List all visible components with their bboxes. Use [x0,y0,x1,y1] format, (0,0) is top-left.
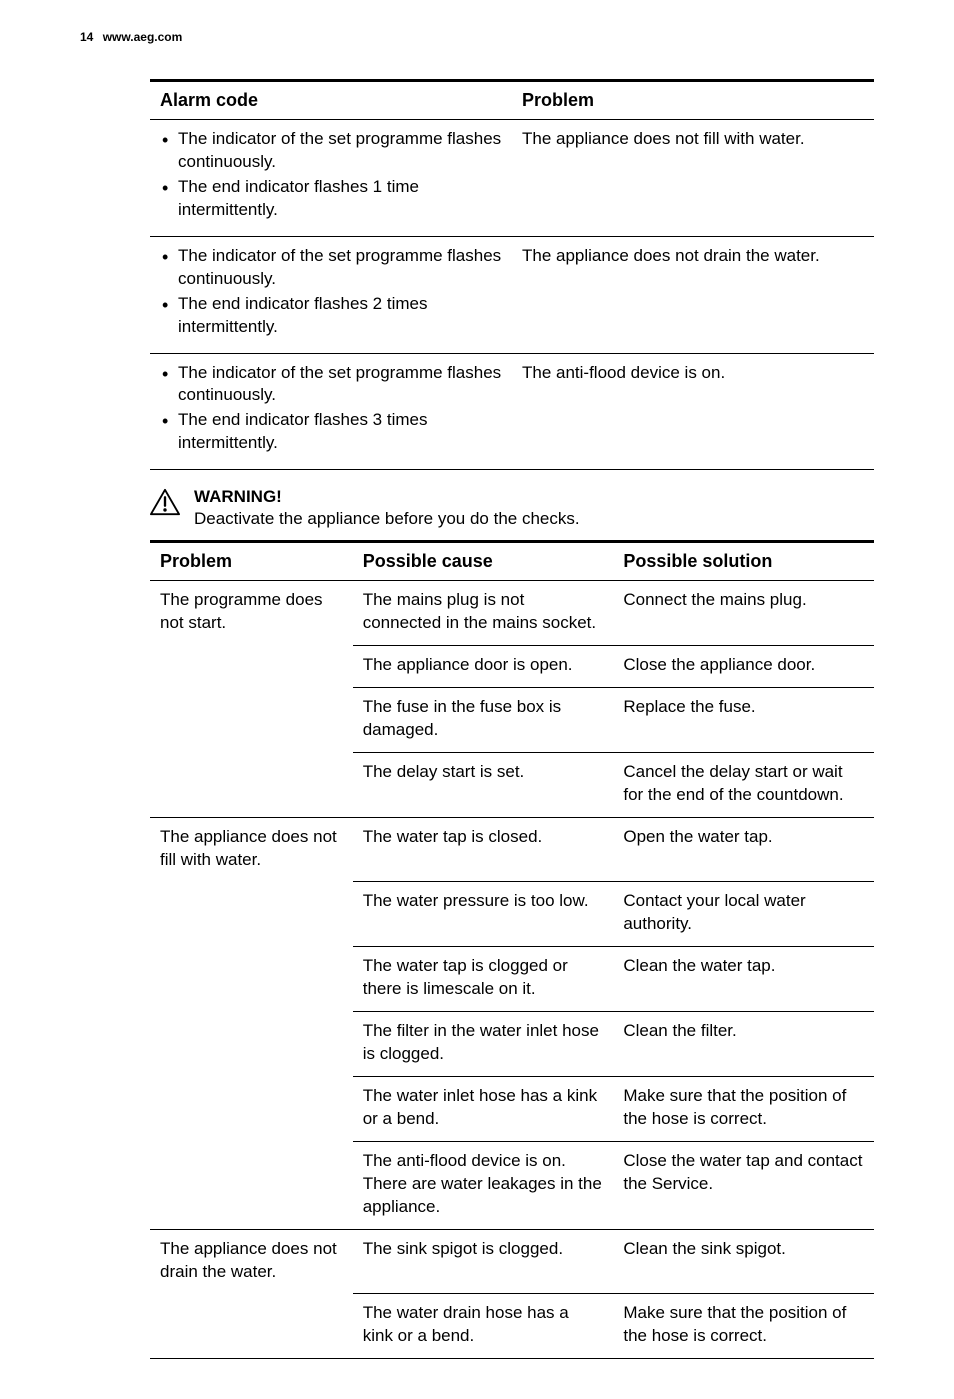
warning-icon [150,488,180,516]
cause-cell: The sink spigot is clogged. [353,1229,614,1293]
problem-cell: The appliance does not drain the water. [150,1229,353,1293]
warning-text: WARNING! Deactivate the appliance before… [194,486,580,530]
site-url: www.aeg.com [103,30,183,44]
problem-cell: The appliance does not fill with water. [512,120,874,237]
troubleshooting-table: Problem Possible cause Possible solution… [150,540,874,1359]
alarm-code-table: Alarm code Problem The indicator of the … [150,79,874,470]
table-row: The appliance does not fill with water.T… [150,818,874,882]
cause-cell: The fuse in the fuse box is damaged. [353,688,614,753]
table-header-row: Problem Possible cause Possible solution [150,542,874,581]
list-item: The end indicator flashes 1 time intermi… [160,176,502,222]
cause-cell: The delay start is set. [353,753,614,818]
solution-cell: Make sure that the position of the hose … [613,1294,874,1359]
solution-cell: Replace the fuse. [613,688,874,753]
table-row: The programme does not start.The mains p… [150,581,874,646]
problem-cell: The appliance does not drain the water. [512,236,874,353]
table-row: The fuse in the fuse box is damaged.Repl… [150,688,874,753]
solution-cell: Clean the water tap. [613,947,874,1012]
problem-cell [150,646,353,688]
cause-cell: The water inlet hose has a kink or a ben… [353,1077,614,1142]
solution-cell: Connect the mains plug. [613,581,874,646]
problem-cell [150,1077,353,1142]
alarm-code-cell: The indicator of the set programme flash… [150,353,512,470]
solution-cell: Clean the filter. [613,1012,874,1077]
list-item: The end indicator flashes 2 times interm… [160,293,502,339]
problem-header: Problem [150,542,353,581]
cause-cell: The anti-flood device is on. There are w… [353,1141,614,1229]
cause-cell: The water tap is clogged or there is lim… [353,947,614,1012]
cause-header: Possible cause [353,542,614,581]
problem-cell [150,753,353,818]
solution-cell: Clean the sink spigot. [613,1229,874,1293]
table-row: The appliance door is open.Close the app… [150,646,874,688]
problem-cell: The anti-flood device is on. [512,353,874,470]
warning-block: WARNING! Deactivate the appliance before… [150,482,874,540]
table-row: The anti-flood device is on. There are w… [150,1141,874,1229]
table-row: The filter in the water inlet hose is cl… [150,1012,874,1077]
alarm-code-cell: The indicator of the set programme flash… [150,236,512,353]
content: Alarm code Problem The indicator of the … [150,79,874,1359]
solution-cell: Cancel the delay start or wait for the e… [613,753,874,818]
cause-cell: The water pressure is too low. [353,882,614,947]
problem-cell [150,1294,353,1359]
problem-cell [150,947,353,1012]
table-row: The water tap is clogged or there is lim… [150,947,874,1012]
alarm-code-cell: The indicator of the set programme flash… [150,120,512,237]
solution-cell: Make sure that the position of the hose … [613,1077,874,1142]
list-item: The end indicator flashes 3 times interm… [160,409,502,455]
warning-title: WARNING! [194,486,580,508]
cause-cell: The appliance door is open. [353,646,614,688]
list-item: The indicator of the set programme flash… [160,128,502,174]
cause-cell: The water tap is closed. [353,818,614,882]
solution-cell: Contact your local water authority. [613,882,874,947]
table-row: The water inlet hose has a kink or a ben… [150,1077,874,1142]
solution-cell: Open the water tap. [613,818,874,882]
table-row: The indicator of the set programme flash… [150,236,874,353]
list-item: The indicator of the set programme flash… [160,362,502,408]
page-header: 14 www.aeg.com [80,30,874,44]
table-row: The water pressure is too low.Contact yo… [150,882,874,947]
table-row: The delay start is set.Cancel the delay … [150,753,874,818]
problem-cell: The programme does not start. [150,581,353,646]
page-number: 14 [80,30,93,44]
problem-header: Problem [512,81,874,120]
list-item: The indicator of the set programme flash… [160,245,502,291]
alarm-code-header: Alarm code [150,81,512,120]
problem-cell [150,1141,353,1229]
problem-cell [150,882,353,947]
table-row: The indicator of the set programme flash… [150,353,874,470]
problem-cell [150,688,353,753]
cause-cell: The filter in the water inlet hose is cl… [353,1012,614,1077]
solution-cell: Close the water tap and contact the Serv… [613,1141,874,1229]
table-row: The indicator of the set programme flash… [150,120,874,237]
cause-cell: The water drain hose has a kink or a ben… [353,1294,614,1359]
table-row: The appliance does not drain the water.T… [150,1229,874,1293]
solution-header: Possible solution [613,542,874,581]
problem-cell [150,1012,353,1077]
table-row: The water drain hose has a kink or a ben… [150,1294,874,1359]
warning-body: Deactivate the appliance before you do t… [194,508,580,530]
table-header-row: Alarm code Problem [150,81,874,120]
problem-cell: The appliance does not fill with water. [150,818,353,882]
solution-cell: Close the appliance door. [613,646,874,688]
cause-cell: The mains plug is not connected in the m… [353,581,614,646]
